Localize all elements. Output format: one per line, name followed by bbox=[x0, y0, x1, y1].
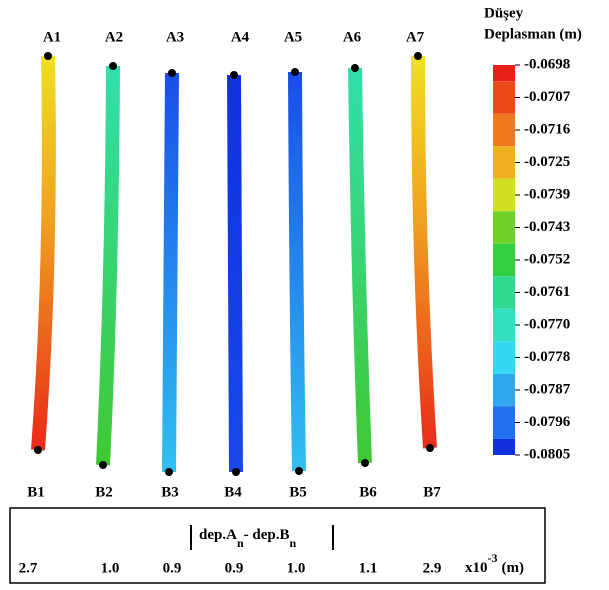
figure: Düşey Deplasman (m) dep.An- dep.Bn x10-3… bbox=[0, 0, 609, 590]
table-value: 1.0 bbox=[101, 560, 120, 576]
node bbox=[414, 52, 422, 60]
pile-label-bottom: B3 bbox=[161, 484, 179, 500]
pile bbox=[295, 72, 299, 471]
node bbox=[165, 468, 173, 476]
colorbar-label: -0.0805 bbox=[524, 446, 570, 462]
node bbox=[232, 468, 240, 476]
legend-title: Düşey bbox=[484, 5, 524, 21]
pile-label-top: A7 bbox=[406, 29, 425, 45]
colorbar-label: -0.0752 bbox=[524, 251, 570, 267]
node bbox=[295, 467, 303, 475]
node bbox=[34, 446, 42, 454]
colorbar-label: -0.0796 bbox=[524, 414, 571, 430]
table-value: 2.9 bbox=[423, 560, 442, 576]
legend-title: Deplasman (m) bbox=[484, 26, 582, 42]
pile bbox=[103, 66, 113, 465]
table-value: 0.9 bbox=[225, 560, 244, 576]
colorbar-bin bbox=[493, 309, 515, 342]
colorbar-label: -0.0716 bbox=[524, 121, 571, 137]
node bbox=[168, 69, 176, 77]
pile bbox=[38, 56, 49, 450]
colorbar-label: -0.0761 bbox=[524, 284, 570, 300]
node bbox=[426, 444, 434, 452]
colorbar-label: -0.0787 bbox=[524, 381, 571, 397]
colorbar-label: -0.0707 bbox=[524, 89, 571, 105]
node bbox=[99, 461, 107, 469]
pile-label-bottom: B5 bbox=[289, 484, 307, 500]
node bbox=[230, 71, 238, 79]
colorbar-label: -0.0739 bbox=[524, 186, 570, 202]
pile-label-top: A1 bbox=[43, 29, 61, 45]
node bbox=[361, 459, 369, 467]
colorbar-bin bbox=[493, 211, 515, 244]
pile-label-top: A3 bbox=[166, 29, 184, 45]
table-value: 1.0 bbox=[287, 560, 306, 576]
colorbar-bin bbox=[493, 179, 515, 212]
formula: dep.An- dep.Bn bbox=[199, 527, 296, 549]
colorbar-label: -0.0698 bbox=[524, 56, 570, 72]
pile bbox=[234, 75, 236, 472]
colorbar-label: -0.0725 bbox=[524, 154, 570, 170]
unit: x10-3(m) bbox=[465, 551, 524, 577]
pile bbox=[169, 73, 172, 472]
pile-label-bottom: B1 bbox=[27, 484, 45, 500]
pile-label-top: A5 bbox=[284, 29, 302, 45]
node bbox=[351, 64, 359, 72]
colorbar-bin bbox=[493, 65, 515, 81]
colorbar-label: -0.0778 bbox=[524, 349, 570, 365]
colorbar-bin bbox=[493, 374, 515, 407]
colorbar-bin bbox=[493, 146, 515, 179]
pile-label-bottom: B6 bbox=[359, 484, 377, 500]
pile-label-top: A4 bbox=[231, 29, 250, 45]
pile bbox=[355, 68, 365, 463]
node bbox=[109, 62, 117, 70]
table-value: 0.9 bbox=[163, 560, 182, 576]
pile-label-bottom: B2 bbox=[95, 484, 113, 500]
pile-label-top: A2 bbox=[105, 29, 123, 45]
colorbar-bin bbox=[493, 406, 515, 439]
pile-label-top: A6 bbox=[343, 29, 362, 45]
pile-label-bottom: B7 bbox=[423, 484, 441, 500]
colorbar-bin bbox=[493, 114, 515, 147]
node bbox=[44, 52, 52, 60]
colorbar-bin bbox=[493, 439, 515, 455]
colorbar-label: -0.0743 bbox=[524, 219, 570, 235]
pile-label-bottom: B4 bbox=[224, 484, 242, 500]
colorbar-bin bbox=[493, 276, 515, 309]
table-value: 2.7 bbox=[19, 560, 38, 576]
colorbar-bin bbox=[493, 81, 515, 114]
node bbox=[291, 68, 299, 76]
pile bbox=[418, 56, 430, 448]
colorbar-label: -0.0770 bbox=[524, 316, 570, 332]
colorbar-bin bbox=[493, 244, 515, 277]
colorbar-bin bbox=[493, 341, 515, 374]
table-value: 1.1 bbox=[359, 560, 378, 576]
piles bbox=[38, 56, 430, 472]
